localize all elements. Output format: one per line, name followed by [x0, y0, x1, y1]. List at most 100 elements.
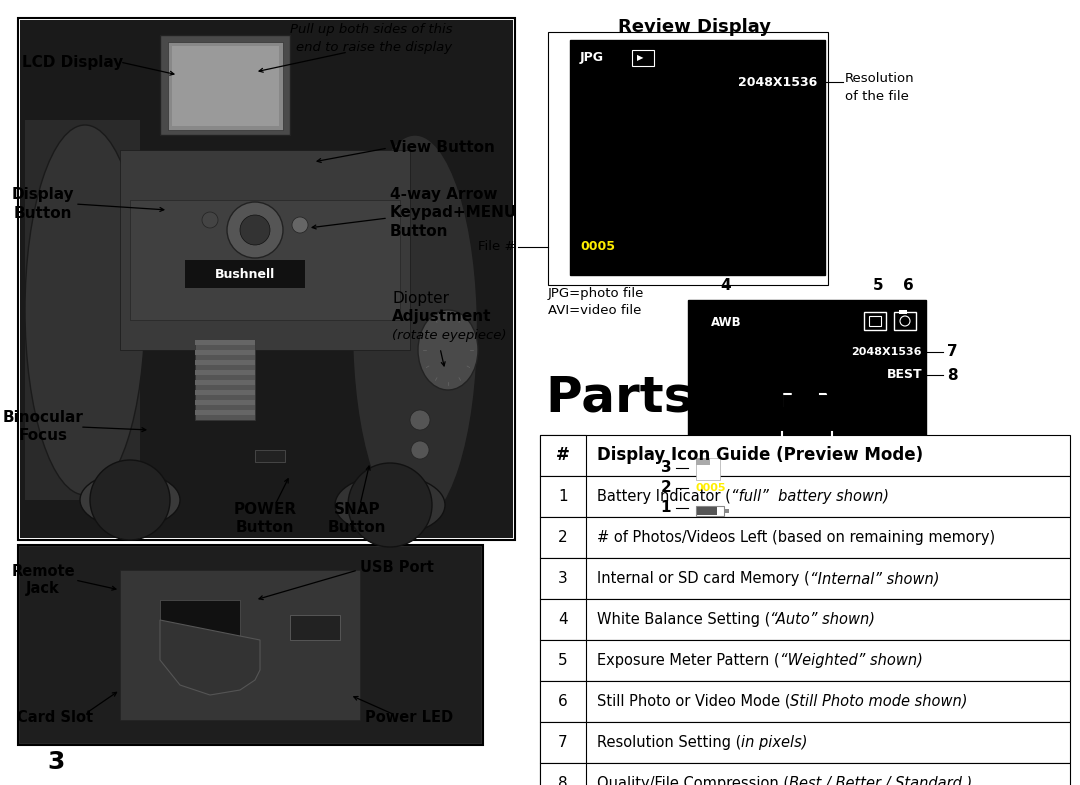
Text: 5: 5: [558, 653, 568, 668]
Text: Button: Button: [327, 520, 387, 535]
Text: 8: 8: [947, 367, 957, 382]
Text: AWB: AWB: [711, 316, 741, 328]
Circle shape: [90, 460, 170, 540]
Bar: [195, 410, 255, 415]
Ellipse shape: [352, 135, 477, 525]
Bar: [632, 50, 654, 66]
Text: Still Photo mode shown): Still Photo mode shown): [791, 694, 968, 709]
Text: Quality/File Compression (: Quality/File Compression (: [597, 776, 789, 785]
Bar: [18, 18, 515, 540]
Bar: [25, 120, 140, 500]
Text: Display Icon Guide (Preview Mode): Display Icon Guide (Preview Mode): [597, 447, 923, 465]
Bar: [130, 200, 400, 320]
Text: 7: 7: [558, 735, 568, 750]
Text: Power LED: Power LED: [365, 710, 454, 725]
Bar: [540, 558, 1070, 599]
Text: in pixels): in pixels): [741, 735, 808, 750]
Text: 6: 6: [903, 279, 914, 294]
Text: BEST: BEST: [887, 368, 922, 382]
Bar: [255, 450, 285, 462]
Text: JPG: JPG: [580, 52, 604, 64]
Bar: [291, 615, 340, 640]
Text: 0005: 0005: [580, 240, 615, 254]
Text: 1: 1: [661, 501, 672, 516]
Text: File #: File #: [478, 240, 516, 254]
Text: Pull up both sides of this: Pull up both sides of this: [291, 24, 453, 36]
Text: 5: 5: [873, 279, 883, 294]
Text: 4: 4: [558, 612, 568, 627]
Bar: [195, 400, 255, 405]
Bar: [540, 722, 1070, 763]
Bar: [185, 260, 305, 288]
Text: 2: 2: [661, 480, 672, 495]
Bar: [540, 476, 586, 517]
Bar: [168, 42, 283, 130]
Bar: [570, 40, 825, 275]
Text: 1: 1: [558, 489, 568, 504]
Bar: [869, 316, 881, 326]
Text: Button: Button: [390, 224, 448, 239]
Bar: [696, 458, 710, 465]
Bar: [540, 640, 1070, 681]
Text: Bushnell: Bushnell: [215, 268, 275, 280]
Bar: [120, 570, 360, 720]
Text: Focus: Focus: [18, 429, 67, 444]
Text: Still Photo or Video Mode (: Still Photo or Video Mode (: [597, 694, 791, 709]
Bar: [864, 312, 886, 330]
Text: Button: Button: [235, 520, 294, 535]
Text: 2048X1536: 2048X1536: [738, 75, 816, 89]
Bar: [725, 509, 729, 513]
Ellipse shape: [335, 475, 445, 535]
Text: Card Slot: Card Slot: [17, 710, 93, 725]
Bar: [540, 763, 1070, 785]
Bar: [195, 340, 255, 420]
Text: View Button: View Button: [390, 141, 495, 155]
Text: 2: 2: [558, 530, 568, 545]
Text: Diopter: Diopter: [392, 290, 449, 305]
Text: end to raise the display: end to raise the display: [296, 42, 453, 54]
Bar: [696, 458, 720, 480]
Bar: [540, 681, 586, 722]
Bar: [195, 360, 255, 365]
Bar: [540, 681, 1070, 722]
Bar: [540, 517, 1070, 558]
Bar: [540, 722, 586, 763]
Ellipse shape: [25, 125, 145, 495]
Circle shape: [227, 202, 283, 258]
Bar: [160, 600, 240, 640]
Text: “Internal” shown): “Internal” shown): [810, 571, 940, 586]
Bar: [172, 46, 279, 126]
Ellipse shape: [80, 473, 180, 528]
Polygon shape: [160, 620, 260, 695]
Text: Review Display: Review Display: [619, 18, 771, 36]
Text: Internal or SD card Memory (: Internal or SD card Memory (: [597, 571, 810, 586]
Text: # of Photos/Videos Left (based on remaining memory): # of Photos/Videos Left (based on remain…: [597, 530, 995, 545]
Text: Battery Indicator (: Battery Indicator (: [597, 489, 731, 504]
Bar: [160, 35, 291, 135]
Bar: [195, 350, 255, 355]
Text: Display: Display: [12, 188, 75, 203]
Text: Keypad+MENU: Keypad+MENU: [390, 206, 517, 221]
Text: 7: 7: [947, 345, 957, 360]
Text: Parts Guide: Parts Guide: [546, 374, 875, 422]
Text: JPG=photo file: JPG=photo file: [548, 287, 645, 300]
Bar: [540, 517, 586, 558]
Text: “Weighted” shown): “Weighted” shown): [780, 653, 922, 668]
Bar: [540, 599, 586, 640]
Text: 3: 3: [48, 750, 65, 774]
Text: Adjustment: Adjustment: [392, 309, 491, 323]
Text: SNAP: SNAP: [334, 502, 380, 517]
Bar: [18, 545, 483, 745]
Text: 2048X1536: 2048X1536: [851, 347, 922, 357]
Text: Binocular: Binocular: [2, 411, 83, 425]
Circle shape: [348, 463, 432, 547]
Bar: [540, 599, 1070, 640]
Bar: [540, 763, 586, 785]
Text: 3: 3: [558, 571, 568, 586]
Bar: [696, 506, 724, 516]
Bar: [120, 150, 410, 350]
Text: 4-way Arrow: 4-way Arrow: [390, 188, 498, 203]
Bar: [21, 547, 481, 743]
Bar: [195, 340, 255, 345]
Text: Resolution: Resolution: [845, 71, 915, 85]
